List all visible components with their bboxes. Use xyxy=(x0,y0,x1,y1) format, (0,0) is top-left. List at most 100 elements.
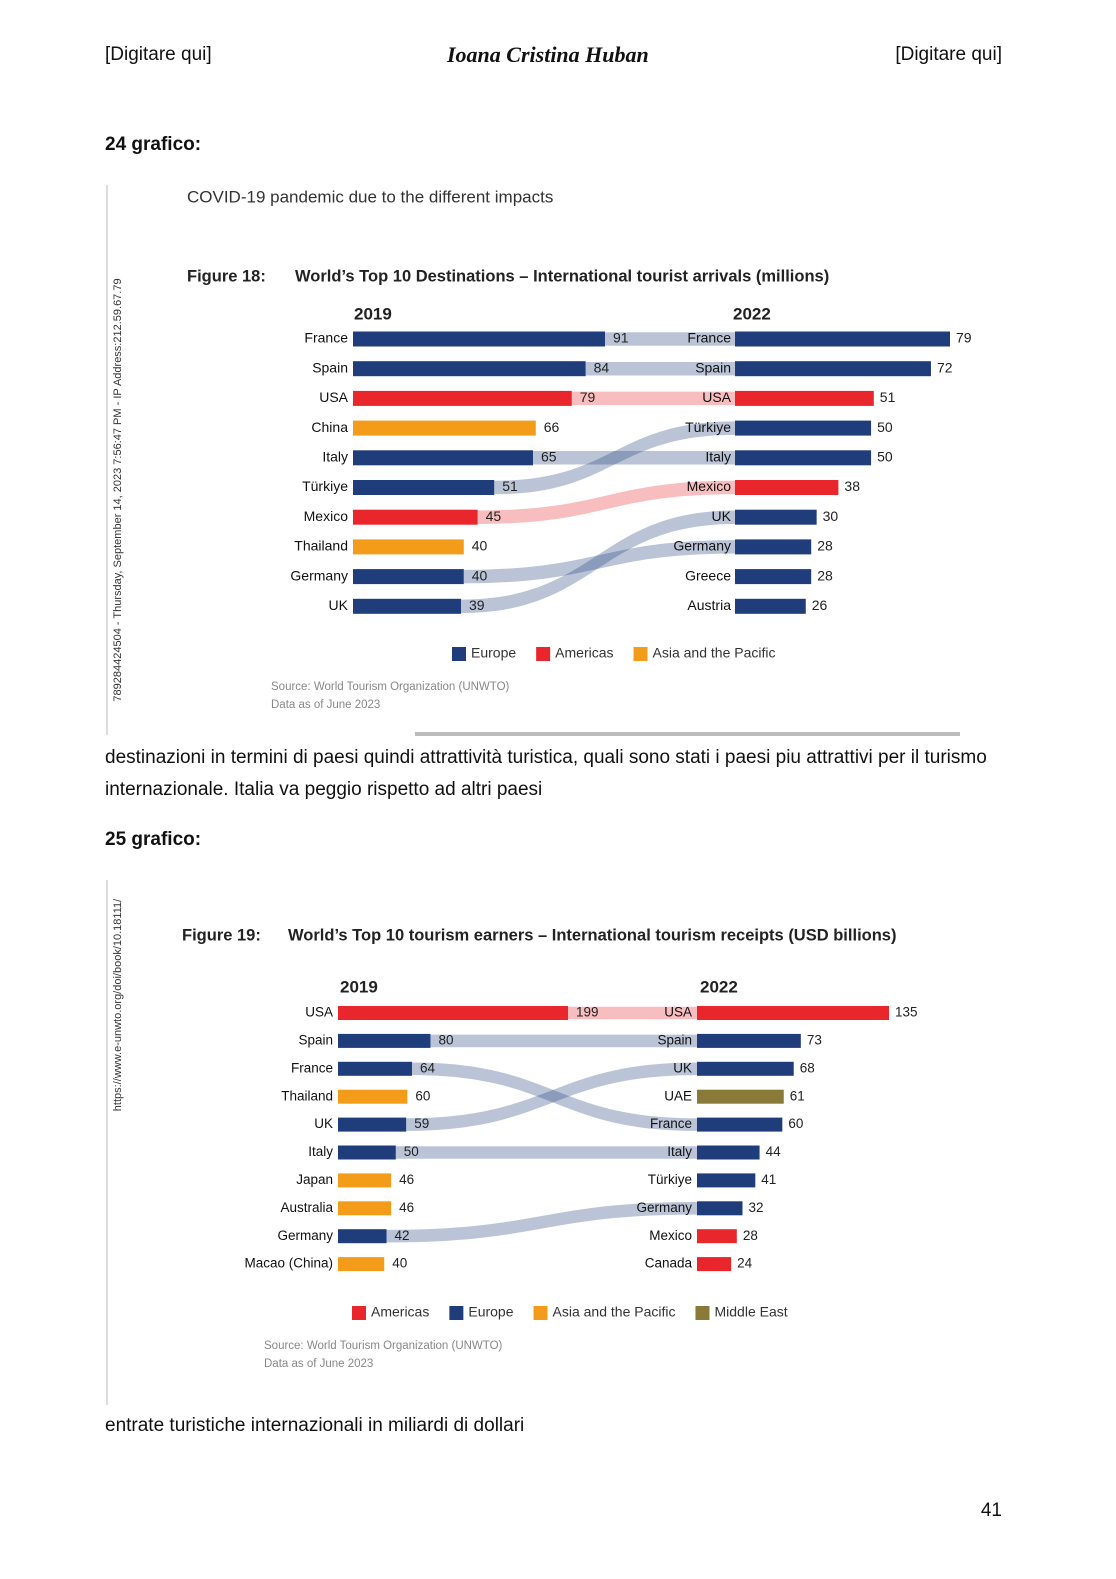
bar xyxy=(735,331,950,347)
value-label: 30 xyxy=(823,508,839,524)
category-label: USA xyxy=(664,1005,692,1020)
bar xyxy=(697,1173,756,1188)
category-label: Mexico xyxy=(687,478,732,494)
bands xyxy=(386,1006,697,1243)
section-text: destinazioni in termini di paesi quindi … xyxy=(105,747,987,800)
category-label: Greece xyxy=(685,567,731,583)
legend-swatch xyxy=(352,1306,366,1320)
connection-band xyxy=(571,391,735,406)
value-label: 135 xyxy=(895,1005,918,1020)
value-label: 40 xyxy=(472,567,488,583)
bar xyxy=(697,1201,743,1216)
category-label: USA xyxy=(702,389,731,405)
chart-title: World’s Top 10 tourism earners – Interna… xyxy=(288,926,896,944)
source-note: Source: World Tourism Organization (UNWT… xyxy=(271,681,510,693)
panel-title: 2019 xyxy=(354,304,392,323)
value-label: 73 xyxy=(807,1032,822,1047)
bar xyxy=(338,1173,392,1188)
bar xyxy=(735,539,812,555)
value-label: 28 xyxy=(817,538,833,554)
side-note: https://www.e-unwto.org/doi/book/10.1811… xyxy=(112,898,124,1111)
category-label: Italy xyxy=(308,1144,333,1159)
source-note: Data as of June 2023 xyxy=(271,699,380,711)
value-label: 24 xyxy=(737,1256,753,1271)
category-label: UAE xyxy=(664,1088,692,1103)
category-label: Australia xyxy=(280,1200,333,1215)
category-label: Italy xyxy=(667,1144,692,1159)
legend-label: Middle East xyxy=(714,1304,787,1320)
value-label: 39 xyxy=(469,597,485,613)
category-label: Spain xyxy=(695,359,731,375)
category-label: Türkiye xyxy=(648,1172,692,1187)
connection-band xyxy=(411,1062,697,1131)
category-label: Germany xyxy=(636,1200,692,1215)
figure-label: Figure 18: xyxy=(187,267,266,285)
category-label: France xyxy=(291,1060,333,1075)
value-label: 40 xyxy=(392,1256,407,1271)
section-heading: 24 grafico: xyxy=(105,134,202,155)
chart-title: World’s Top 10 Destinations – Internatio… xyxy=(295,267,829,285)
bar xyxy=(338,1117,407,1132)
category-label: Spain xyxy=(657,1032,692,1047)
bar xyxy=(697,1229,737,1244)
category-label: UK xyxy=(673,1060,692,1075)
category-label: China xyxy=(311,419,348,435)
section-text: entrate turistiche internazionali in mil… xyxy=(105,1415,525,1436)
bar xyxy=(353,361,586,377)
bar xyxy=(735,598,806,614)
panel-title: 2019 xyxy=(340,977,378,996)
value-label: 26 xyxy=(812,597,828,613)
legend-label: Asia and the Pacific xyxy=(653,645,776,661)
value-label: 72 xyxy=(937,359,953,375)
bar xyxy=(735,361,931,377)
value-label: 199 xyxy=(576,1005,599,1020)
bar xyxy=(697,1257,732,1272)
figure-label: Figure 19: xyxy=(182,926,261,944)
category-label: Austria xyxy=(687,597,731,613)
legend-swatch xyxy=(449,1306,464,1320)
category-label: Italy xyxy=(322,449,348,465)
bar xyxy=(353,390,572,406)
bar xyxy=(353,569,464,585)
bar xyxy=(353,598,461,614)
category-label: Canada xyxy=(645,1256,693,1271)
value-label: 64 xyxy=(420,1060,436,1075)
category-label: Macao (China) xyxy=(244,1256,333,1271)
category-label: Germany xyxy=(673,538,731,554)
legend-label: Asia and the Pacific xyxy=(553,1304,676,1320)
side-note: 789284424504 - Thursday, September 14, 2… xyxy=(112,278,124,701)
value-label: 59 xyxy=(414,1116,429,1131)
bar xyxy=(697,1006,889,1020)
bar xyxy=(735,450,872,466)
value-label: 79 xyxy=(580,389,596,405)
category-label: Spain xyxy=(298,1032,333,1047)
value-label: 61 xyxy=(790,1088,805,1103)
source-note: Data as of June 2023 xyxy=(264,1358,373,1370)
connection-band xyxy=(494,421,735,495)
category-label: UK xyxy=(314,1116,333,1131)
legend-label: Europe xyxy=(468,1304,513,1320)
bar xyxy=(735,390,874,406)
bar xyxy=(735,569,812,585)
value-label: 66 xyxy=(544,419,560,435)
connection-band xyxy=(461,510,735,614)
bar xyxy=(353,509,478,525)
connection-band xyxy=(585,361,735,376)
bar xyxy=(735,509,817,525)
value-label: 50 xyxy=(877,419,893,435)
legend-swatch xyxy=(633,647,648,661)
category-label: Türkiye xyxy=(302,478,348,494)
value-label: 28 xyxy=(817,567,833,583)
bar xyxy=(338,1006,568,1020)
bar xyxy=(697,1033,801,1048)
value-label: 46 xyxy=(399,1200,414,1215)
value-label: 84 xyxy=(594,359,610,375)
category-label: Italy xyxy=(705,449,731,465)
panel-title: 2022 xyxy=(700,977,738,996)
legend-label: Americas xyxy=(371,1304,429,1320)
value-label: 41 xyxy=(761,1172,776,1187)
connection-band xyxy=(477,480,735,524)
value-label: 51 xyxy=(502,478,518,494)
